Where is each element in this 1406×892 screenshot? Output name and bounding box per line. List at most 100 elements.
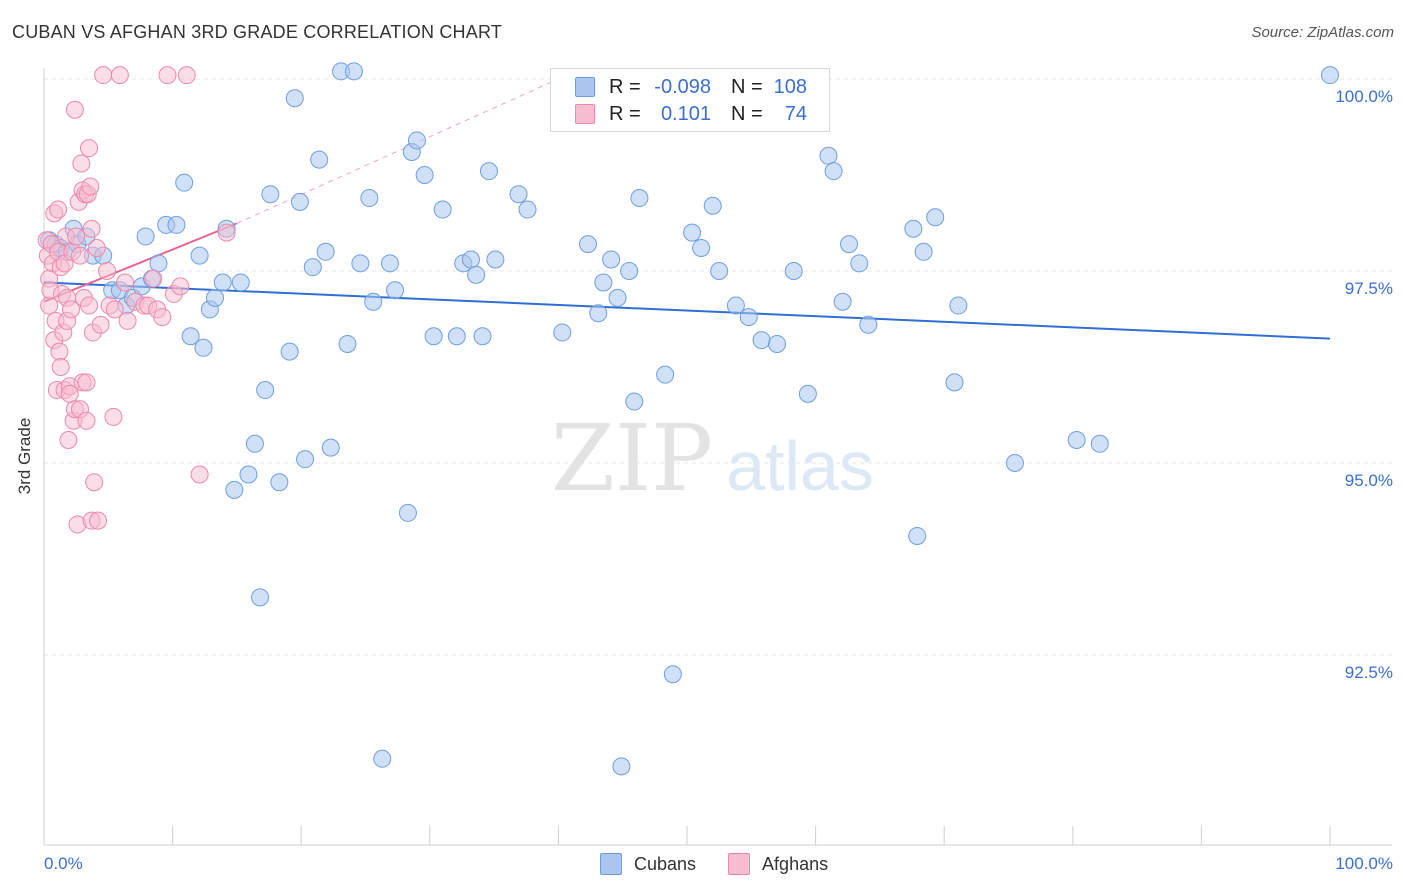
point-cubans [373,749,392,768]
point-cubans [256,381,275,400]
axes [43,68,1392,846]
point-cubans [612,757,631,776]
point-afghans [98,262,117,280]
point-afghans [65,100,84,119]
point-cubans [181,327,200,346]
point-cubans [798,384,817,403]
point-cubans [467,265,486,284]
point-cubans [280,342,299,361]
point-cubans [415,166,434,184]
r-label: R = [609,75,641,98]
point-afghans [77,373,96,392]
n-value-afghans: 74 [784,102,807,125]
afghans-swatch [575,104,595,124]
point-cubans [620,262,639,280]
point-cubans [1321,66,1339,85]
point-cubans [175,173,194,192]
point-cubans [608,288,627,307]
r-value-cubans: -0.098 [654,75,711,98]
point-afghans [50,342,69,361]
point-afghans [82,219,101,238]
point-cubans [290,192,309,211]
point-cubans [270,473,289,492]
y-tick-label: 95.0% [1345,471,1393,490]
n-label: N = [731,102,763,125]
series-legend: Cubans Afghans [600,853,860,875]
point-cubans [859,315,878,334]
point-cubans [261,185,280,204]
point-cubans [589,304,608,323]
point-cubans [447,327,466,346]
legend-item-cubans: Cubans [600,853,696,875]
point-cubans [486,250,505,269]
point-afghans [94,66,113,85]
point-cubans [692,238,711,257]
correlation-legend: R = -0.098 N = 108 R = 0.101 N = 74 [550,68,830,132]
point-cubans [630,189,649,208]
point-cubans [656,365,675,384]
point-afghans [190,465,209,484]
point-cubans [479,162,498,181]
point-cubans [338,334,357,353]
n-value-cubans: 108 [773,75,807,98]
legend-row-afghans: R = 0.101 N = 74 [575,101,807,127]
r-label: R = [609,102,641,125]
point-afghans [71,246,90,265]
n-label: N = [731,75,763,98]
data-points [37,62,1339,776]
point-cubans [926,208,945,227]
legend-label-afghans: Afghans [762,853,829,874]
point-cubans [602,250,621,269]
point-cubans [310,150,329,169]
point-cubans [784,262,803,280]
point-cubans [840,235,859,254]
point-cubans [351,254,370,273]
point-cubans [663,665,682,684]
point-cubans [625,392,644,411]
point-cubans [206,288,225,307]
point-afghans [85,473,104,492]
point-afghans [105,300,124,319]
r-value-afghans: 0.101 [660,102,711,125]
grid-lines [44,78,1392,656]
point-afghans [110,66,129,85]
point-cubans [461,250,480,269]
x-tick-label: 100.0% [1335,854,1393,873]
watermark-zip: ZIP [551,405,713,512]
point-cubans [321,438,340,457]
point-cubans [904,219,923,238]
afghans-swatch [728,853,751,875]
point-cubans [914,242,933,261]
point-cubans [739,308,758,327]
point-cubans [344,62,363,81]
trend-lines [43,78,1331,340]
point-cubans [407,131,426,150]
y-tick-label: 100.0% [1335,87,1393,106]
point-cubans [726,296,745,315]
trend-extension-afghans [236,78,559,224]
chart-title: CUBAN VS AFGHAN 3RD GRADE CORRELATION CH… [12,22,503,42]
point-cubans [225,480,244,499]
tick-labels: 92.5% 95.0% 97.5% 100.0% 0.0% 100.0% [44,87,1393,873]
point-cubans [1090,434,1109,453]
point-cubans [245,434,264,453]
point-cubans [424,327,443,346]
point-cubans [509,185,528,204]
point-afghans [116,273,135,292]
point-afghans [118,311,137,330]
x-tick-label: 0.0% [44,854,83,873]
point-cubans [1005,454,1024,472]
point-cubans [386,281,405,300]
point-cubans [213,273,232,292]
point-cubans [398,503,417,522]
point-cubans [908,526,927,545]
point-cubans [578,235,597,254]
point-afghans [77,411,96,430]
watermark-atlas: atlas [726,427,874,505]
point-afghans [80,296,99,315]
point-cubans [710,262,729,280]
legend-item-afghans: Afghans [728,853,828,875]
legend-row-cubans: R = -0.098 N = 108 [575,74,807,100]
point-cubans [553,323,572,342]
point-afghans [171,277,190,296]
